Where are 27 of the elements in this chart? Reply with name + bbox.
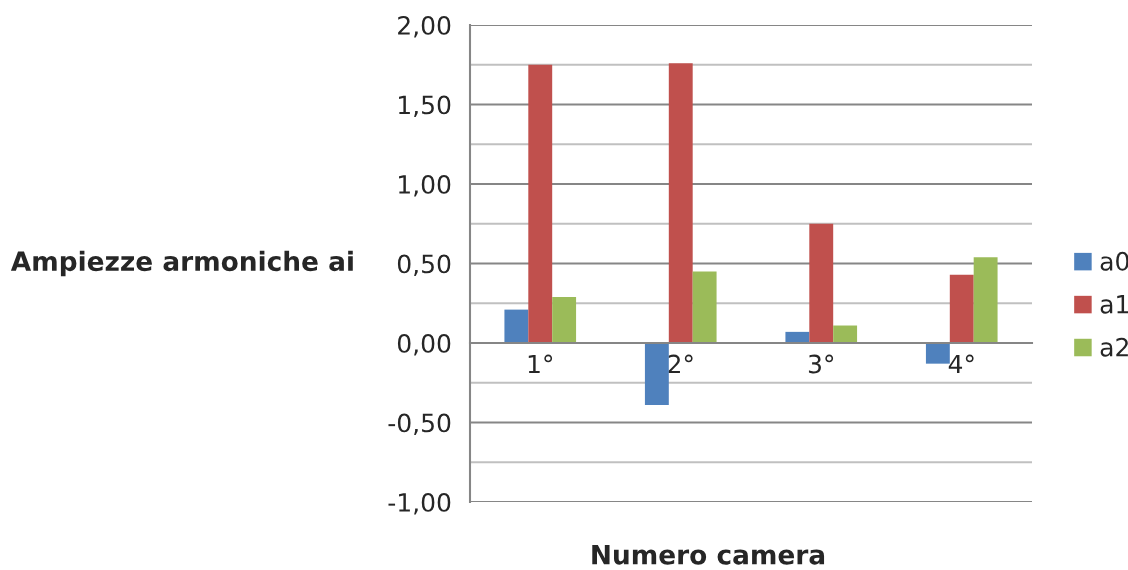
bar — [809, 223, 834, 343]
bar — [785, 331, 810, 343]
bar — [644, 343, 669, 406]
y-tick-label: 1,00 — [399, 174, 451, 197]
bar — [528, 64, 553, 343]
legend-label: a0 — [1100, 251, 1128, 271]
legend-label: a1 — [1100, 295, 1128, 314]
x-tick-label: 4° — [948, 354, 974, 374]
y-tick-label: 2,00 — [398, 15, 451, 38]
y-tick-label: 0,50 — [397, 254, 451, 276]
bar — [949, 274, 974, 343]
y-tick-label: -1,00 — [388, 492, 451, 515]
bar — [504, 309, 529, 343]
bar — [973, 257, 998, 343]
x-tick-label: 3° — [808, 354, 834, 374]
y-axis-title: Ampiezze armoniche ai — [10, 250, 353, 277]
x-axis-title: Numero camera — [592, 545, 825, 565]
y-tick-label: -0,50 — [388, 413, 451, 435]
y-tick-label: 1,50 — [399, 95, 451, 117]
bar — [833, 325, 858, 343]
bar — [668, 63, 693, 343]
legend-label: a2 — [1100, 337, 1128, 357]
bar — [692, 271, 717, 343]
bar — [552, 296, 577, 343]
bar — [925, 343, 950, 364]
x-tick-label: 1° — [528, 354, 553, 374]
y-tick-label: 0,00 — [397, 333, 451, 356]
